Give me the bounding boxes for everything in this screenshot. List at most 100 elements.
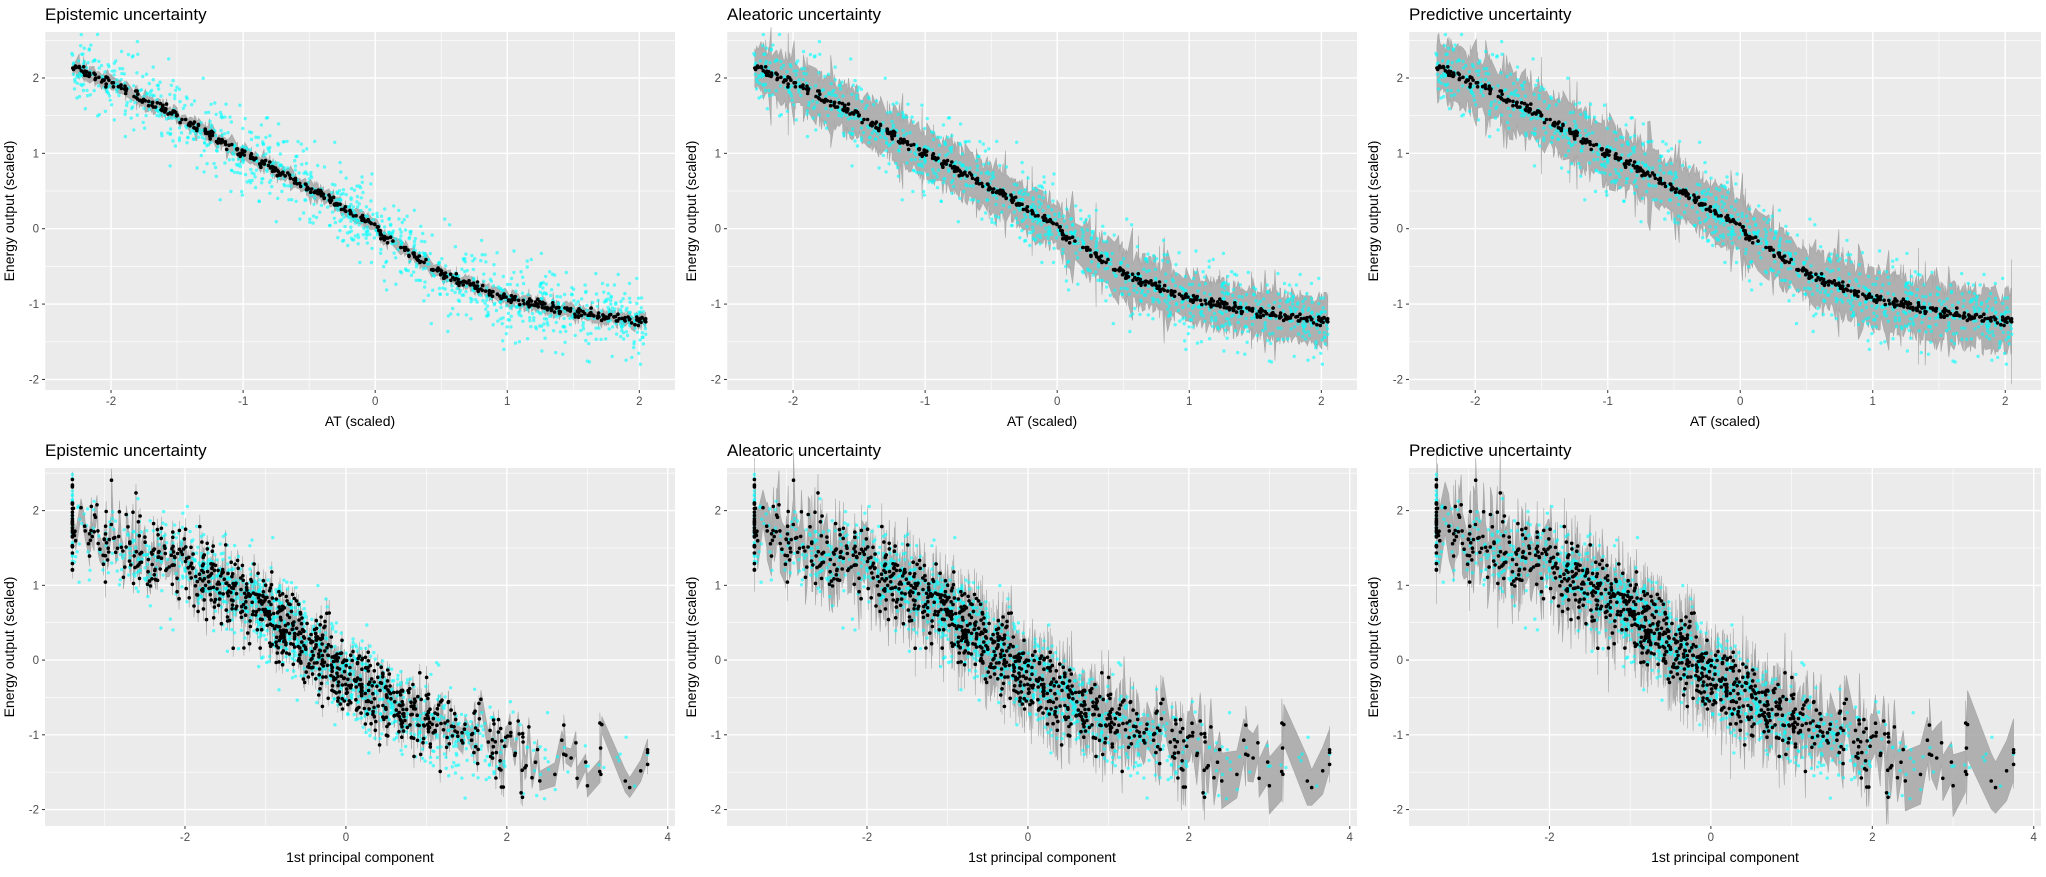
observed-point xyxy=(1900,325,1903,328)
observed-point xyxy=(481,253,484,256)
observed-point xyxy=(1976,355,1979,358)
observed-point xyxy=(824,121,827,124)
observed-point xyxy=(539,291,542,294)
predicted-point xyxy=(945,162,949,166)
predicted-point xyxy=(1703,203,1707,207)
observed-point xyxy=(1046,237,1049,240)
observed-point xyxy=(258,200,261,203)
observed-point xyxy=(512,249,515,252)
observed-point xyxy=(1069,231,1072,234)
observed-point xyxy=(1436,73,1439,76)
predicted-point xyxy=(644,320,648,324)
observed-point xyxy=(1268,332,1271,335)
predicted-point xyxy=(1271,306,1275,310)
observed-point xyxy=(337,198,340,201)
observed-point xyxy=(1512,108,1515,111)
observed-point xyxy=(635,277,638,280)
predicted-point xyxy=(445,275,449,279)
observed-point xyxy=(589,332,592,335)
observed-point xyxy=(1620,169,1623,172)
observed-point xyxy=(920,104,923,107)
observed-point xyxy=(1731,226,1734,229)
observed-point xyxy=(775,59,778,62)
observed-point xyxy=(805,72,808,75)
observed-point xyxy=(193,99,196,102)
predicted-point xyxy=(1476,85,1480,89)
observed-point xyxy=(1787,299,1790,302)
predicted-point xyxy=(504,295,508,299)
predicted-point xyxy=(1741,225,1745,229)
predicted-point xyxy=(776,76,780,80)
observed-point xyxy=(1736,247,1739,250)
observed-point xyxy=(1861,251,1864,254)
predicted-point xyxy=(616,312,620,316)
predicted-point xyxy=(1113,268,1117,272)
observed-point xyxy=(1696,210,1699,213)
observed-point xyxy=(931,181,934,184)
observed-point xyxy=(171,117,174,120)
observed-point xyxy=(1534,84,1537,87)
observed-point xyxy=(621,297,624,300)
observed-point xyxy=(635,302,638,305)
observed-point xyxy=(1245,293,1248,296)
observed-point xyxy=(1988,337,1991,340)
observed-point xyxy=(1503,89,1506,92)
observed-point xyxy=(115,558,118,561)
observed-point xyxy=(1531,57,1534,60)
observed-point xyxy=(813,55,816,58)
observed-point xyxy=(1288,283,1291,286)
observed-point xyxy=(360,175,363,178)
observed-point xyxy=(1996,356,1999,359)
observed-point xyxy=(142,121,145,124)
observed-point xyxy=(254,136,257,139)
observed-point xyxy=(1785,240,1788,243)
observed-point xyxy=(585,304,588,307)
predicted-point xyxy=(1012,198,1016,202)
observed-point xyxy=(628,311,631,314)
predicted-point xyxy=(1005,196,1009,200)
observed-point xyxy=(896,134,899,137)
observed-point xyxy=(1146,290,1149,293)
observed-point xyxy=(541,286,544,289)
observed-point xyxy=(1857,323,1860,326)
observed-point xyxy=(1521,84,1524,87)
observed-point xyxy=(1763,228,1766,231)
observed-point xyxy=(1307,307,1310,310)
observed-point xyxy=(759,59,762,62)
predicted-point xyxy=(1619,156,1623,160)
predicted-point xyxy=(1548,118,1552,122)
observed-point xyxy=(359,186,362,189)
observed-point xyxy=(364,214,367,217)
observed-point xyxy=(249,148,252,151)
predicted-point xyxy=(775,73,779,77)
predicted-point xyxy=(1784,260,1788,264)
x-axis-label: AT (scaled) xyxy=(1690,413,1760,429)
observed-point xyxy=(891,141,894,144)
observed-point xyxy=(1303,297,1306,300)
observed-point xyxy=(505,325,508,328)
observed-point xyxy=(123,113,126,116)
observed-point xyxy=(995,196,998,199)
observed-point xyxy=(1488,135,1491,138)
observed-point xyxy=(586,332,589,335)
y-tick-label: -1 xyxy=(711,299,721,311)
observed-point xyxy=(103,70,106,73)
observed-point xyxy=(1047,205,1050,208)
y-tick-label: -1 xyxy=(29,299,39,311)
observed-point xyxy=(610,296,613,299)
observed-point xyxy=(1276,272,1279,275)
observed-point xyxy=(946,136,949,139)
observed-point xyxy=(1635,185,1638,188)
observed-point xyxy=(1850,308,1853,311)
observed-point xyxy=(1886,292,1889,295)
predicted-point xyxy=(1321,321,1325,325)
predicted-point xyxy=(639,321,643,325)
observed-point xyxy=(2003,297,2006,300)
predicted-point xyxy=(1814,272,1818,276)
observed-point xyxy=(825,127,828,130)
observed-point xyxy=(1762,217,1765,220)
observed-point xyxy=(1891,337,1894,340)
observed-point xyxy=(1081,270,1084,273)
predicted-point xyxy=(918,147,922,151)
observed-point xyxy=(885,149,888,152)
